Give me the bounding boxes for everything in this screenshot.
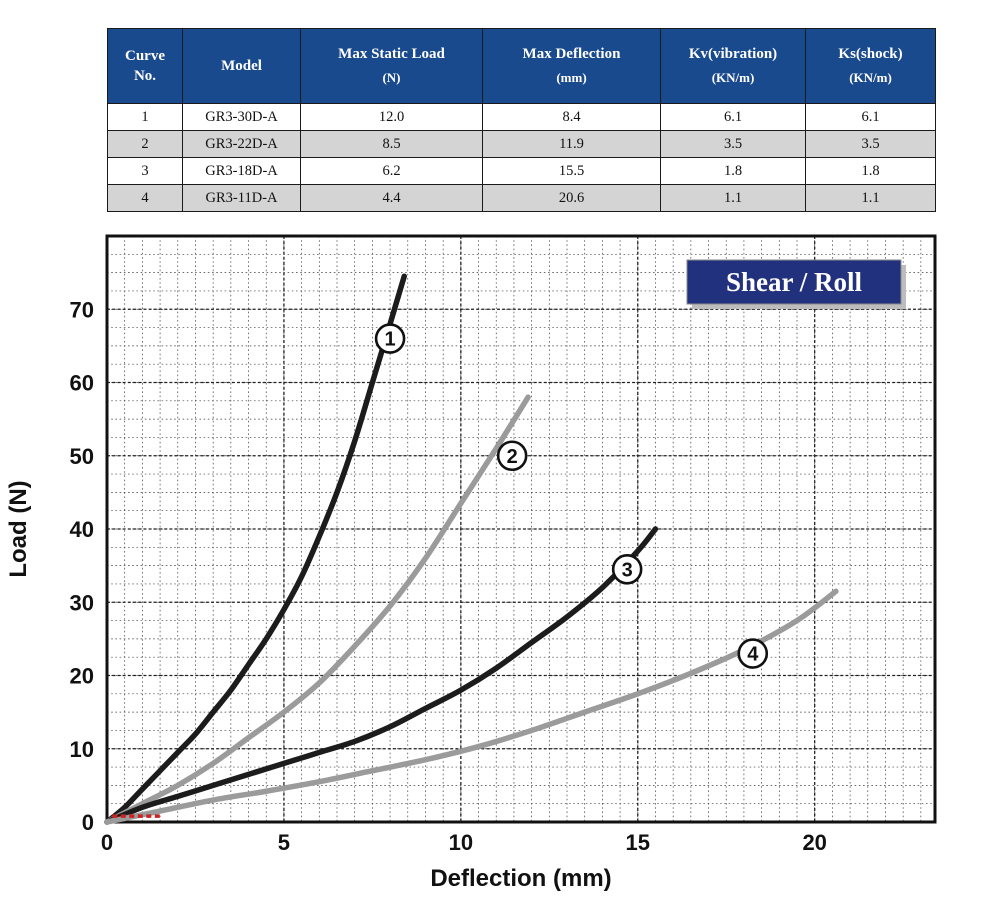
curve-label-circle bbox=[737, 638, 769, 669]
column-unit: (KN/m) bbox=[849, 70, 892, 85]
curve-4 bbox=[104, 588, 839, 825]
y-tick-label: 70 bbox=[70, 297, 94, 322]
curve-label-number: 1 bbox=[385, 329, 396, 351]
table-row: 1 GR3-30D-A 12.0 8.4 6.1 6.1 bbox=[107, 103, 936, 131]
column-title: Max Static Load bbox=[338, 46, 445, 62]
y-tick-label: 10 bbox=[70, 737, 94, 762]
curve-label-circle bbox=[496, 440, 528, 472]
curve-label-2: 2 bbox=[496, 440, 528, 472]
curve-label-1: 1 bbox=[374, 323, 406, 354]
table-cell: 3 bbox=[107, 157, 183, 185]
column-header-4: Kv(vibration) (KN/m) bbox=[660, 28, 806, 104]
plot-border bbox=[105, 234, 937, 824]
chart-title-badge: Shear / Roll bbox=[686, 259, 906, 309]
chart-grid bbox=[106, 235, 935, 823]
column-title: Model bbox=[221, 57, 262, 74]
curve-3 bbox=[104, 526, 659, 825]
column-title: Ks(shock) bbox=[838, 46, 903, 62]
x-tick-label: 5 bbox=[278, 830, 290, 855]
x-tick-label: 15 bbox=[626, 830, 650, 855]
table-cell: 8.5 bbox=[300, 130, 483, 158]
curve-2 bbox=[104, 394, 531, 825]
model-spec-table: Curve No. Model Max Static Load (N) Max Defle… bbox=[107, 28, 936, 212]
table-cell: 6.1 bbox=[660, 103, 806, 131]
table-cell: 2 bbox=[107, 130, 183, 158]
curve-label-number: 3 bbox=[622, 559, 633, 581]
table-cell: 1.8 bbox=[660, 157, 806, 185]
y-tick-label: 0 bbox=[82, 810, 94, 835]
badge-title: Shear / Roll bbox=[726, 267, 863, 297]
table-cell: 1.1 bbox=[805, 184, 936, 212]
column-header-5: Ks(shock) (KN/m) bbox=[805, 28, 936, 104]
table-cell: 6.1 bbox=[805, 103, 936, 131]
curve-label-circle bbox=[611, 553, 643, 585]
table-cell: 3.5 bbox=[660, 130, 806, 158]
curve-1 bbox=[104, 273, 407, 825]
table-cell: 12.0 bbox=[300, 103, 483, 131]
y-tick-label: 20 bbox=[70, 664, 94, 689]
table-cell: 15.5 bbox=[482, 157, 661, 185]
column-title: Kv(vibration) bbox=[688, 46, 778, 62]
table-cell: GR3-30D-A bbox=[182, 103, 301, 131]
column-unit: (N) bbox=[382, 70, 401, 85]
table-cell: 1 bbox=[107, 103, 183, 131]
column-title: Curve bbox=[125, 47, 165, 64]
y-tick-label: 30 bbox=[70, 590, 94, 615]
table-cell: 20.6 bbox=[482, 184, 661, 212]
table-cell: 1.1 bbox=[660, 184, 806, 212]
table-body: 1 GR3-30D-A 12.0 8.4 6.1 6.1 2 GR3-22D-A 8.5 11.9… bbox=[107, 103, 936, 212]
curve-label-number: 4 bbox=[747, 644, 759, 666]
badge-box bbox=[686, 259, 902, 305]
x-tick-label: 0 bbox=[101, 830, 113, 855]
column-unit: (mm) bbox=[556, 70, 587, 85]
load-deflection-chart: 1 2 3 4 0 5 10 15 20 0 10 20 30 40 50 60 70 Shear / Rol… bbox=[0, 232, 985, 905]
table-cell: GR3-22D-A bbox=[182, 130, 301, 158]
y-tick-label: 50 bbox=[70, 444, 94, 469]
curve-label-4: 4 bbox=[737, 638, 769, 669]
column-header-3: Max Deflection (mm) bbox=[482, 28, 661, 104]
column-unit: No. bbox=[133, 67, 157, 84]
curve-label-number: 2 bbox=[507, 446, 518, 468]
x-tick-label: 10 bbox=[449, 830, 473, 855]
table-cell: 3.5 bbox=[805, 130, 936, 158]
table-cell: 4 bbox=[107, 184, 183, 212]
column-header-2: Max Static Load (N) bbox=[300, 28, 483, 104]
table-cell: 1.8 bbox=[805, 157, 936, 185]
column-header-0: Curve No. bbox=[107, 28, 183, 104]
curve-label-circle bbox=[374, 323, 406, 354]
table-row: 4 GR3-11D-A 4.4 20.6 1.1 1.1 bbox=[107, 184, 936, 212]
x-axis-label: Deflection (mm) bbox=[430, 865, 611, 892]
table-cell: 6.2 bbox=[300, 157, 483, 185]
table-cell: 8.4 bbox=[482, 103, 661, 131]
y-tick-label: 60 bbox=[70, 371, 94, 396]
column-unit: (KN/m) bbox=[711, 70, 755, 85]
x-tick-label: 20 bbox=[802, 830, 826, 855]
y-axis-label: Load (N) bbox=[5, 480, 32, 577]
table-header: Curve No. Model Max Static Load (N) Max Defle… bbox=[107, 28, 936, 104]
table-row: 3 GR3-18D-A 6.2 15.5 1.8 1.8 bbox=[107, 157, 936, 185]
table-cell: 4.4 bbox=[300, 184, 483, 212]
axis-ticks: 0 5 10 15 20 0 10 20 30 40 50 60 70 bbox=[70, 297, 827, 855]
table-cell: 11.9 bbox=[482, 130, 661, 158]
y-tick-label: 40 bbox=[70, 517, 94, 542]
table-header-row: Curve No. Model Max Static Load (N) Max Defle… bbox=[107, 28, 936, 104]
table-cell: GR3-11D-A bbox=[182, 184, 301, 212]
chart-series: 1 2 3 4 bbox=[104, 273, 839, 825]
table-row: 2 GR3-22D-A 8.5 11.9 3.5 3.5 bbox=[107, 130, 936, 158]
column-header-1: Model bbox=[182, 28, 301, 104]
curve-label-3: 3 bbox=[611, 553, 643, 585]
table-cell: GR3-18D-A bbox=[182, 157, 301, 185]
column-title: Max Deflection bbox=[522, 46, 621, 62]
